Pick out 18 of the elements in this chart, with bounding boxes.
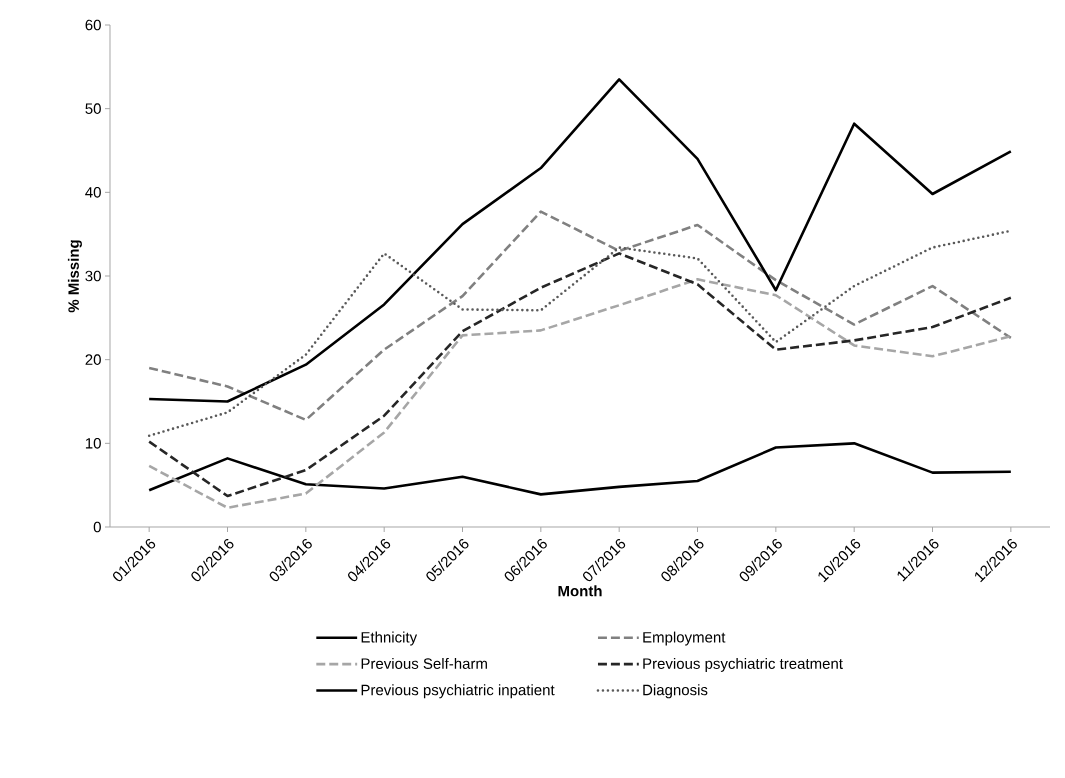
y-axis-title: % Missing	[67, 240, 82, 313]
y-tick-label: 50	[85, 103, 101, 114]
y-tick-label: 60	[85, 19, 101, 31]
legend-label: Ethnicity	[361, 631, 418, 646]
legend-label: Employment	[643, 631, 726, 646]
y-tick-label: 30	[85, 270, 101, 282]
legend-label: Previous psychiatric treatment	[643, 657, 843, 672]
y-tick-label: 10	[85, 438, 101, 449]
line-series	[147, 78, 1013, 403]
line-series	[147, 210, 1013, 422]
legend-label: Diagnosis	[643, 684, 708, 699]
y-tick-label: 40	[85, 187, 101, 198]
legend-label: Previous psychiatric inpatient	[361, 684, 555, 699]
legend-label: Previous Self-harm	[361, 657, 487, 669]
line-series	[147, 442, 1013, 496]
y-tick-label: 20	[85, 354, 101, 365]
x-axis-title: Month	[558, 585, 602, 597]
y-tick-label: 0	[93, 521, 101, 533]
